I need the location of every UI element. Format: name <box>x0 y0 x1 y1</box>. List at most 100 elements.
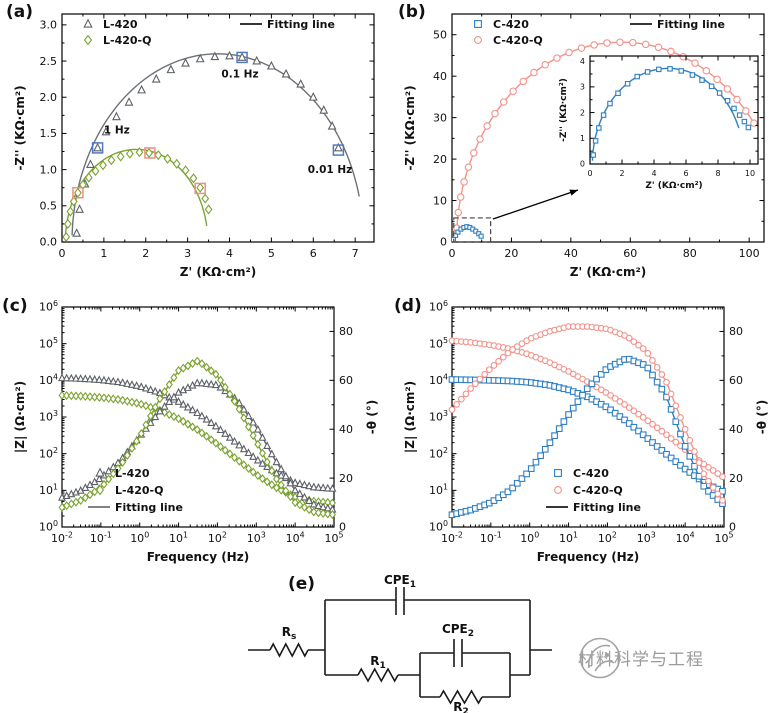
svg-text:20: 20 <box>339 472 353 485</box>
svg-text:Fitting line: Fitting line <box>267 18 335 31</box>
svg-text:2: 2 <box>619 169 624 178</box>
svg-text:0: 0 <box>587 169 592 178</box>
svg-text:80: 80 <box>729 325 743 338</box>
svg-text:L-420-Q: L-420-Q <box>103 34 151 47</box>
svg-text:7: 7 <box>352 247 359 260</box>
bode-plot-d: 10-2 10-1 100 101 102 103 104 105 100 101 102 103 10… <box>403 299 769 564</box>
svg-text:L-420: L-420 <box>115 467 150 480</box>
svg-text:105: 105 <box>324 530 343 545</box>
svg-text:C-420-Q: C-420-Q <box>493 34 543 47</box>
svg-text:102: 102 <box>598 530 617 545</box>
svg-text:3.0: 3.0 <box>40 19 58 32</box>
svg-text:100: 100 <box>39 519 58 534</box>
svg-text:104: 104 <box>39 372 58 387</box>
svg-text:105: 105 <box>429 336 448 351</box>
svg-text:Z' (KΩ·cm²): Z' (KΩ·cm²) <box>570 265 646 279</box>
svg-text:Frequency (Hz): Frequency (Hz) <box>147 550 249 564</box>
svg-text:2: 2 <box>580 108 585 117</box>
svg-text:Frequency (Hz): Frequency (Hz) <box>537 550 639 564</box>
svg-text:-Z'' (KΩ·cm²): -Z'' (KΩ·cm²) <box>559 78 569 142</box>
panel-label-a: (a) <box>6 2 34 22</box>
equivalent-circuit-diagram: Rs CPE1 R1 CPE2 R2 <box>248 573 552 713</box>
svg-text:4: 4 <box>580 57 585 66</box>
svg-text:103: 103 <box>39 409 58 424</box>
svg-text:20: 20 <box>433 153 447 166</box>
bode-plot-c: 10-2 10-1 100 101 102 103 104 105 100 101 102 103 10… <box>13 299 379 564</box>
svg-text:0: 0 <box>59 247 66 260</box>
watermark-logo-icon <box>579 637 621 678</box>
svg-text:R1: R1 <box>370 654 386 671</box>
svg-text:Rs: Rs <box>282 625 297 642</box>
panel-label-c: (c) <box>2 296 28 316</box>
svg-text:40: 40 <box>339 423 353 436</box>
svg-text:1.5: 1.5 <box>40 127 58 140</box>
svg-text:0.5: 0.5 <box>40 200 58 213</box>
svg-text:101: 101 <box>429 482 448 497</box>
svg-text:106: 106 <box>429 299 448 314</box>
svg-text:CPE2: CPE2 <box>442 622 474 639</box>
svg-text:103: 103 <box>637 530 656 545</box>
svg-text:104: 104 <box>286 530 305 545</box>
svg-text:Z' (KΩ·cm²): Z' (KΩ·cm²) <box>645 181 702 191</box>
svg-text:0: 0 <box>440 236 447 249</box>
svg-text:100: 100 <box>429 519 448 534</box>
svg-text:3: 3 <box>184 247 191 260</box>
svg-text:20: 20 <box>729 472 743 485</box>
svg-text:40: 40 <box>564 247 578 260</box>
svg-text:104: 104 <box>676 530 695 545</box>
svg-text:1 Hz: 1 Hz <box>104 124 130 136</box>
svg-text:C-420-Q: C-420-Q <box>573 484 623 497</box>
svg-text:-Z'' (KΩ·cm²): -Z'' (KΩ·cm²) <box>13 85 27 170</box>
svg-text:100: 100 <box>130 530 149 545</box>
svg-text:0: 0 <box>729 521 736 534</box>
panel-label-b: (b) <box>398 2 426 22</box>
svg-text:10-2: 10-2 <box>441 530 463 545</box>
svg-text:2.0: 2.0 <box>40 91 58 104</box>
svg-text:100: 100 <box>520 530 539 545</box>
svg-text:0: 0 <box>580 160 585 169</box>
svg-text:-Z'' (KΩ·cm²): -Z'' (KΩ·cm²) <box>403 85 417 170</box>
svg-text:102: 102 <box>208 530 227 545</box>
svg-text:103: 103 <box>247 530 266 545</box>
watermark-text: 材料科学与工程 <box>578 650 704 670</box>
svg-text:60: 60 <box>339 374 353 387</box>
svg-text:4: 4 <box>651 169 656 178</box>
svg-text:Fitting line: Fitting line <box>115 501 183 514</box>
svg-text:104: 104 <box>429 372 448 387</box>
svg-text:L-420: L-420 <box>103 18 138 31</box>
svg-text:3: 3 <box>580 83 585 92</box>
svg-text:102: 102 <box>39 446 58 461</box>
svg-text:101: 101 <box>559 530 578 545</box>
svg-text:C-420: C-420 <box>573 467 609 480</box>
nyquist-plot-a: 0 1 2 3 4 5 6 7 0.0 0.5 1.0 1.5 2.0 2.5 3.0 Z' (KΩ·cm²)… <box>13 13 375 279</box>
svg-text:-θ (°): -θ (°) <box>755 400 769 434</box>
svg-text:6: 6 <box>683 169 688 178</box>
svg-text:Fitting line: Fitting line <box>657 18 725 31</box>
svg-text:|Z| (Ω·cm²): |Z| (Ω·cm²) <box>403 381 417 453</box>
svg-text:0: 0 <box>449 247 456 260</box>
svg-text:1.0: 1.0 <box>40 163 58 176</box>
svg-text:40: 40 <box>729 423 743 436</box>
panel-label-d: (d) <box>394 296 422 316</box>
svg-text:60: 60 <box>729 374 743 387</box>
svg-text:50: 50 <box>433 28 447 41</box>
svg-text:-θ (°): -θ (°) <box>365 400 379 434</box>
svg-text:103: 103 <box>429 409 448 424</box>
svg-text:2.5: 2.5 <box>40 55 58 68</box>
svg-text:40: 40 <box>433 70 447 83</box>
svg-text:0.0: 0.0 <box>40 236 58 249</box>
svg-text:105: 105 <box>714 530 733 545</box>
svg-text:100: 100 <box>739 247 760 260</box>
svg-text:0.1 Hz: 0.1 Hz <box>221 69 258 81</box>
svg-text:20: 20 <box>504 247 518 260</box>
svg-text:4: 4 <box>226 247 233 260</box>
svg-text:|Z| (Ω·cm²): |Z| (Ω·cm²) <box>13 381 27 453</box>
svg-text:10: 10 <box>433 194 447 207</box>
svg-text:C-420: C-420 <box>493 18 529 31</box>
svg-text:80: 80 <box>683 247 697 260</box>
svg-text:10: 10 <box>745 169 755 178</box>
svg-text:106: 106 <box>39 299 58 314</box>
svg-text:Fitting line: Fitting line <box>573 501 641 514</box>
